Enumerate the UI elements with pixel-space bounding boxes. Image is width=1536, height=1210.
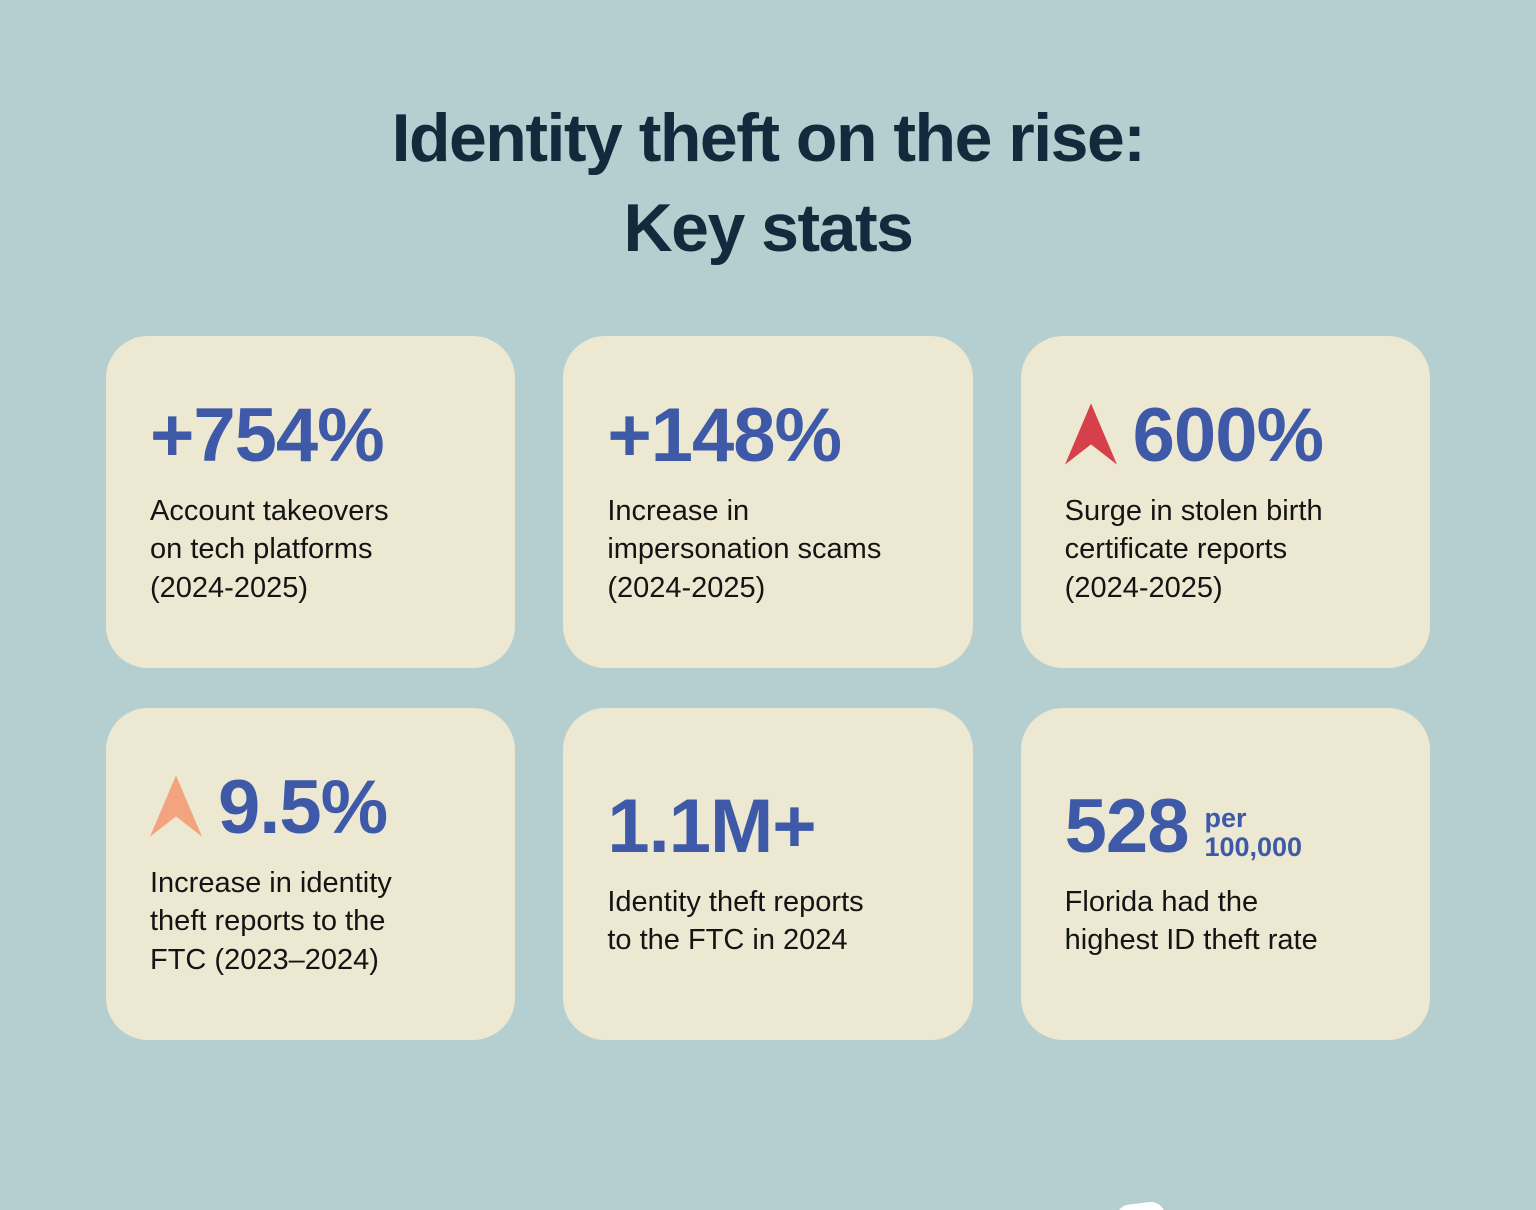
stat-card-impersonation-scams: +148% Increase in impersonation scams (2… [563, 335, 973, 668]
stat-description: Increase in identity theft reports to th… [150, 867, 392, 976]
stat-description: Increase in impersonation scams (2024-20… [607, 495, 882, 604]
page-title-line1: Identity theft on the rise: [391, 100, 1146, 176]
stat-value: 528 [1064, 784, 1190, 870]
brand-footer: ExpressVPN [1096, 1196, 1437, 1210]
stat-card-account-takeovers: +754% Account takeovers on tech platform… [106, 335, 516, 668]
stat-description: Florida had the highest ID theft rate [1064, 886, 1318, 957]
stat-value: 9.5% [218, 765, 388, 851]
red-up-arrow-icon [1064, 402, 1117, 470]
stat-cards-grid: +754% Account takeovers on tech platform… [0, 274, 1536, 1040]
page-title: Identity theft on the rise: Key stats [0, 94, 1536, 274]
stat-row: 9.5% [150, 768, 471, 848]
stat-card-ftc-increase: 9.5% Increase in identity theft reports … [106, 707, 516, 1040]
stat-card-ftc-reports-2024: 1.1M+ Identity theft reports to the FTC … [563, 707, 973, 1040]
stat-row: 528 per 100,000 [1065, 787, 1386, 867]
stat-value: +754% [150, 393, 385, 479]
stat-value-suffix: per 100,000 [1204, 802, 1303, 863]
stat-card-florida-rate: 528 per 100,000 Florida had the highest … [1020, 707, 1430, 1040]
page-title-line2: Key stats [623, 189, 914, 266]
stat-row: +754% [150, 396, 471, 476]
stat-row: +148% [607, 396, 928, 476]
stat-value: 1.1M+ [607, 784, 816, 870]
stat-row: 600% [1064, 393, 1386, 479]
expressvpn-wordmark: ExpressVPN [1194, 1203, 1437, 1210]
stat-description: Identity theft reports to the FTC in 202… [607, 886, 864, 957]
stat-value: +148% [607, 393, 842, 479]
orange-up-arrow-icon [150, 774, 202, 842]
stat-card-birth-certificates: 600% Surge in stolen birth certificate r… [1020, 335, 1430, 668]
stat-row: 1.1M+ [607, 787, 928, 867]
stat-description: Account takeovers on tech platforms (202… [150, 495, 389, 604]
stat-description: Surge in stolen birth certificate report… [1064, 495, 1323, 604]
expressvpn-logo-icon [1096, 1196, 1172, 1210]
stat-value: 600% [1132, 393, 1324, 479]
